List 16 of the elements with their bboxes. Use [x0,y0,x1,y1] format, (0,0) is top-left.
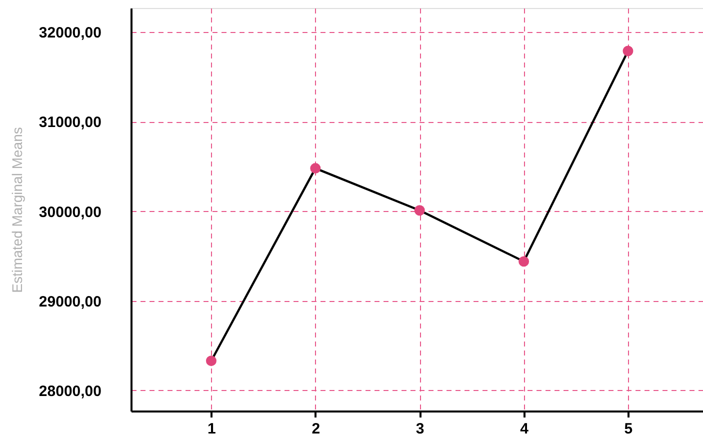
x-tick-label: 5 [624,420,633,438]
x-tick-label: 1 [208,420,216,438]
y-tick-label: 31000,00 [38,114,102,132]
x-tick-label: 4 [520,420,530,438]
y-tick-label: 32000,00 [38,24,102,42]
y-tick-label: 28000,00 [38,382,102,400]
x-tick-label: 2 [312,420,320,438]
y-axis-title: Estimated Marginal Means [8,127,25,293]
point [414,205,425,216]
point [622,46,634,56]
point [206,356,216,366]
y-tick-label: 30000,00 [38,204,102,221]
y-tick-label: 29000,00 [38,293,102,310]
point [518,256,530,267]
point [310,163,321,174]
x-tick-label: 3 [416,420,424,438]
